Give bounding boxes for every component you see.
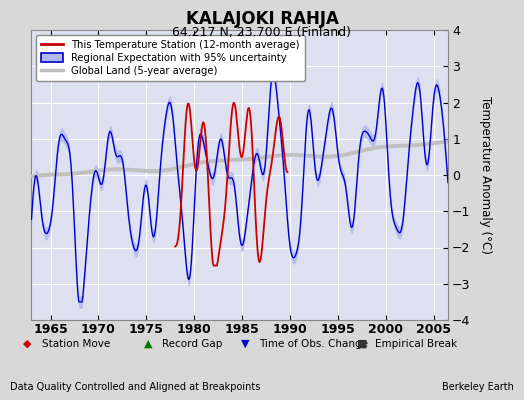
- Legend: This Temperature Station (12-month average), Regional Expectation with 95% uncer: This Temperature Station (12-month avera…: [37, 35, 305, 81]
- Y-axis label: Temperature Anomaly (°C): Temperature Anomaly (°C): [479, 96, 492, 254]
- Text: Berkeley Earth: Berkeley Earth: [442, 382, 514, 392]
- Text: KALAJOKI RAHJA: KALAJOKI RAHJA: [185, 10, 339, 28]
- Text: ◆: ◆: [23, 339, 31, 349]
- Text: Time of Obs. Change: Time of Obs. Change: [259, 339, 368, 349]
- Text: Record Gap: Record Gap: [162, 339, 223, 349]
- Text: Empirical Break: Empirical Break: [375, 339, 457, 349]
- Text: ▲: ▲: [144, 339, 152, 349]
- Text: Data Quality Controlled and Aligned at Breakpoints: Data Quality Controlled and Aligned at B…: [10, 382, 261, 392]
- Text: 64.217 N, 23.700 E (Finland): 64.217 N, 23.700 E (Finland): [172, 26, 352, 39]
- Text: ▼: ▼: [241, 339, 249, 349]
- Text: ■: ■: [357, 339, 367, 349]
- Text: Station Move: Station Move: [41, 339, 110, 349]
